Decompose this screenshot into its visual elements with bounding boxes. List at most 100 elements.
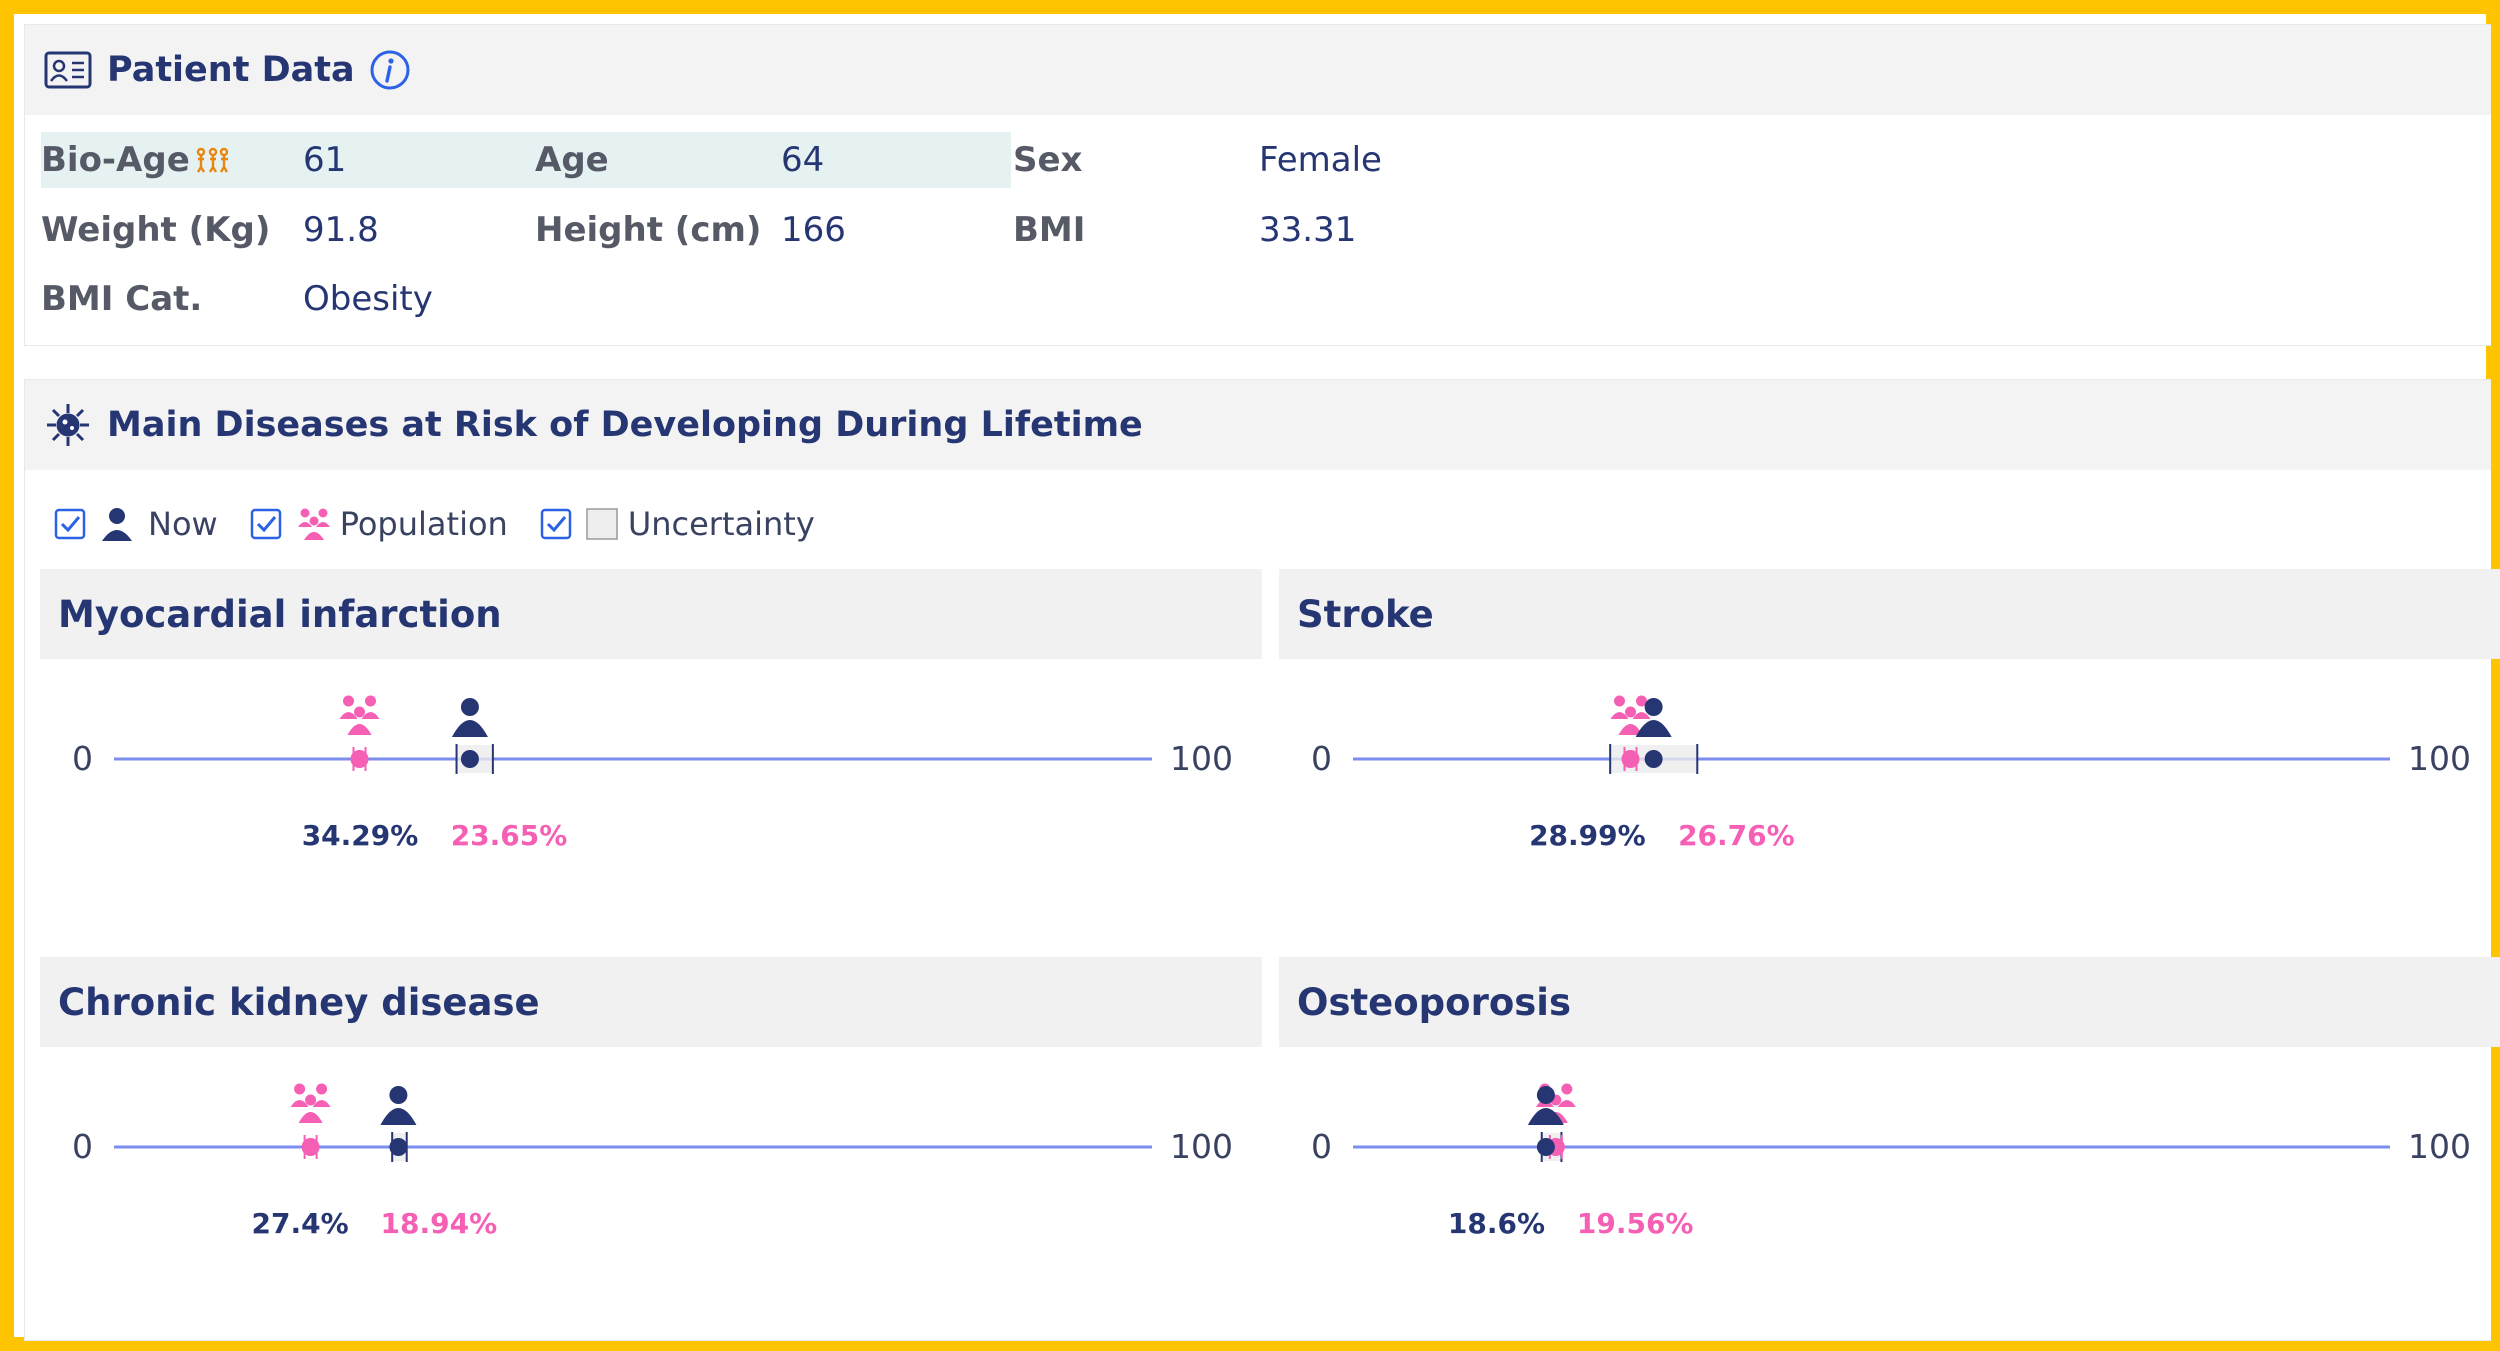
pop-head	[342, 695, 354, 707]
legend-population-label: Population	[339, 505, 508, 543]
pop-head	[1561, 1083, 1573, 1095]
person-head	[1644, 698, 1663, 716]
checkbox-checked-icon[interactable]	[540, 508, 572, 540]
patient-data-title: Patient Data	[107, 50, 355, 90]
weight-label: Weight (Kg)	[41, 210, 271, 250]
height-value: 166	[781, 210, 846, 250]
now-marker	[1536, 1138, 1555, 1156]
panel-chronic-kidney-disease: Chronic kidney disease 0 100 27.4% 18.94%	[40, 957, 1262, 1317]
diseases-card: Main Diseases at Risk of Developing Duri…	[24, 379, 2491, 1341]
person-icon	[102, 508, 132, 541]
population-percent-label: 18.94%	[380, 1207, 498, 1240]
bio-age-label: Bio-Age	[41, 140, 190, 180]
axis-min-label: 0	[72, 739, 93, 778]
person-head	[460, 698, 479, 716]
population-icon	[1610, 695, 1651, 735]
info-icon[interactable]	[369, 49, 411, 91]
population-icon	[297, 508, 330, 540]
pop-body	[361, 712, 380, 719]
legend-population[interactable]: Population	[250, 505, 508, 543]
virus-icon	[43, 400, 93, 450]
panel-title: Osteoporosis	[1279, 957, 2500, 1047]
pop-body	[1618, 724, 1643, 735]
pop-body	[347, 724, 372, 735]
population-marker	[1621, 750, 1640, 768]
person-body	[451, 720, 488, 737]
population-percent-label: 19.56%	[1576, 1207, 1694, 1240]
pop-head	[353, 706, 365, 718]
bio-age-value: 61	[303, 140, 347, 180]
patient-data-header: Patient Data	[25, 25, 2491, 115]
now-percent-label: 27.4%	[251, 1207, 349, 1240]
diseases-title: Main Diseases at Risk of Developing Duri…	[107, 405, 1143, 445]
person-icon	[380, 1086, 417, 1125]
person-body	[380, 1108, 417, 1125]
bmi-value: 33.31	[1259, 210, 1357, 250]
panel-stroke: Stroke 0 100 28.99% 26.76%	[1279, 569, 2500, 949]
person-body	[1635, 720, 1672, 737]
weight-value: 91.8	[303, 210, 379, 250]
pop-body	[1610, 712, 1629, 719]
pop-head	[1625, 706, 1637, 718]
pop-head	[294, 1083, 306, 1095]
person-body	[1527, 1108, 1564, 1125]
person-icon	[1635, 698, 1672, 737]
age-value: 64	[781, 140, 825, 180]
panel-osteoporosis: Osteoporosis 0 100 18.6% 19.56%	[1279, 957, 2500, 1317]
axis-min-label: 0	[1311, 1127, 1332, 1166]
pop-head	[364, 695, 376, 707]
population-percent-label: 26.76%	[1678, 819, 1795, 852]
population-marker	[301, 1138, 320, 1156]
person-icon	[451, 698, 488, 737]
now-marker	[460, 750, 479, 768]
person-head	[389, 1086, 408, 1104]
aging-icon	[196, 147, 230, 173]
pop-body	[312, 1100, 331, 1107]
id-card-icon	[43, 45, 93, 95]
uncertainty-swatch-icon	[586, 508, 618, 540]
checkbox-checked-icon[interactable]	[250, 508, 282, 540]
axis-min-label: 0	[72, 1127, 93, 1166]
risk-track	[1353, 695, 2390, 774]
patient-row-2: Weight (Kg) 91.8 Height (cm) 166 BMI 33.…	[41, 202, 2441, 258]
legend-now[interactable]: Now	[54, 505, 218, 543]
panel-myocardial-infarction: Myocardial infarction 0 100 34.29% 23.65%	[40, 569, 1262, 949]
population-icon	[339, 695, 380, 735]
patient-row-3: BMI Cat. Obesity	[41, 271, 2441, 327]
legend-now-label: Now	[148, 505, 218, 543]
pop-head	[1636, 695, 1648, 707]
population-percent-label: 23.65%	[450, 819, 568, 852]
pop-body	[1557, 1100, 1576, 1107]
person-head	[1536, 1086, 1555, 1104]
pop-head	[305, 1094, 317, 1106]
age-label: Age	[535, 140, 609, 180]
panel-title: Chronic kidney disease	[40, 957, 1262, 1047]
pop-body	[1632, 712, 1651, 719]
pop-head	[316, 1083, 328, 1095]
pop-body	[298, 1112, 323, 1123]
axis-max-label: 100	[2408, 1127, 2471, 1166]
legend-uncertainty-label: Uncertainty	[627, 505, 815, 543]
patient-row-1: Bio-Age 61 Age 64 Sex Female	[41, 132, 2441, 188]
now-marker	[389, 1138, 408, 1156]
diseases-header: Main Diseases at Risk of Developing Duri…	[25, 380, 2491, 470]
bmi-label: BMI	[1013, 210, 1086, 250]
risk-track	[114, 695, 1152, 774]
person-icon	[1527, 1086, 1564, 1125]
bmi-cat-label: BMI Cat.	[41, 279, 203, 319]
legend: Now Population U	[54, 499, 847, 549]
bmi-cat-value: Obesity	[303, 279, 433, 319]
population-marker	[350, 750, 369, 768]
pop-body	[339, 712, 358, 719]
pop-body	[290, 1100, 309, 1107]
sex-value: Female	[1259, 140, 1382, 180]
checkbox-checked-icon[interactable]	[54, 508, 86, 540]
axis-max-label: 100	[1170, 1127, 1233, 1166]
risk-track	[114, 1083, 1152, 1162]
axis-max-label: 100	[1170, 739, 1233, 778]
legend-uncertainty[interactable]: Uncertainty	[540, 505, 815, 543]
population-icon	[290, 1083, 331, 1123]
axis-max-label: 100	[2408, 739, 2471, 778]
axis-min-label: 0	[1311, 739, 1332, 778]
